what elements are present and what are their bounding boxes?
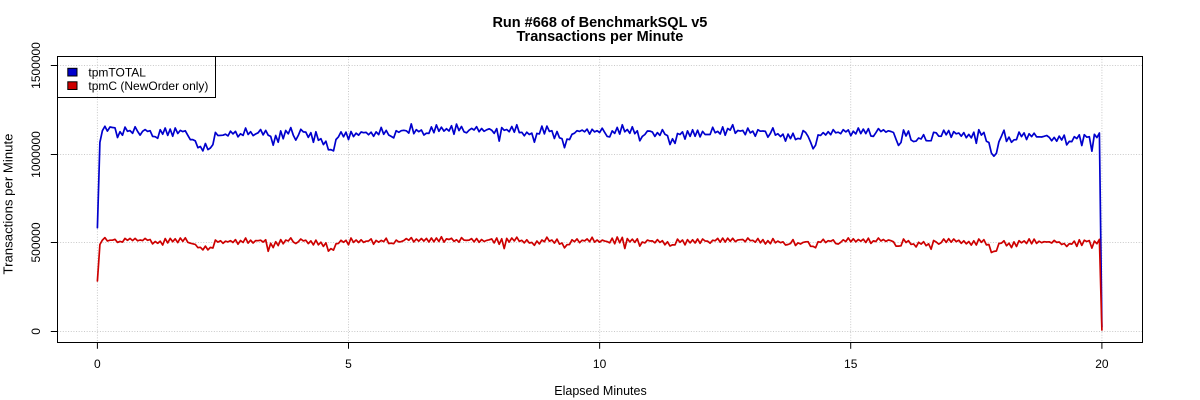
svg-text:0: 0 — [94, 357, 101, 371]
svg-text:500000: 500000 — [29, 222, 43, 262]
svg-text:Elapsed Minutes: Elapsed Minutes — [554, 384, 646, 398]
svg-text:1500000: 1500000 — [29, 42, 43, 89]
svg-text:0: 0 — [29, 328, 43, 335]
svg-text:10: 10 — [593, 357, 607, 371]
svg-text:Transactions per Minute: Transactions per Minute — [517, 29, 684, 45]
svg-text:5: 5 — [345, 357, 352, 371]
svg-text:tpmTOTAL: tpmTOTAL — [88, 65, 146, 79]
svg-text:15: 15 — [844, 357, 858, 371]
svg-text:20: 20 — [1095, 357, 1109, 371]
svg-text:Transactions per Minute: Transactions per Minute — [0, 134, 15, 275]
svg-text:1000000: 1000000 — [29, 131, 43, 178]
svg-text:Run #668 of BenchmarkSQL v5: Run #668 of BenchmarkSQL v5 — [492, 15, 707, 31]
svg-text:tpmC (NewOrder only): tpmC (NewOrder only) — [88, 79, 208, 93]
